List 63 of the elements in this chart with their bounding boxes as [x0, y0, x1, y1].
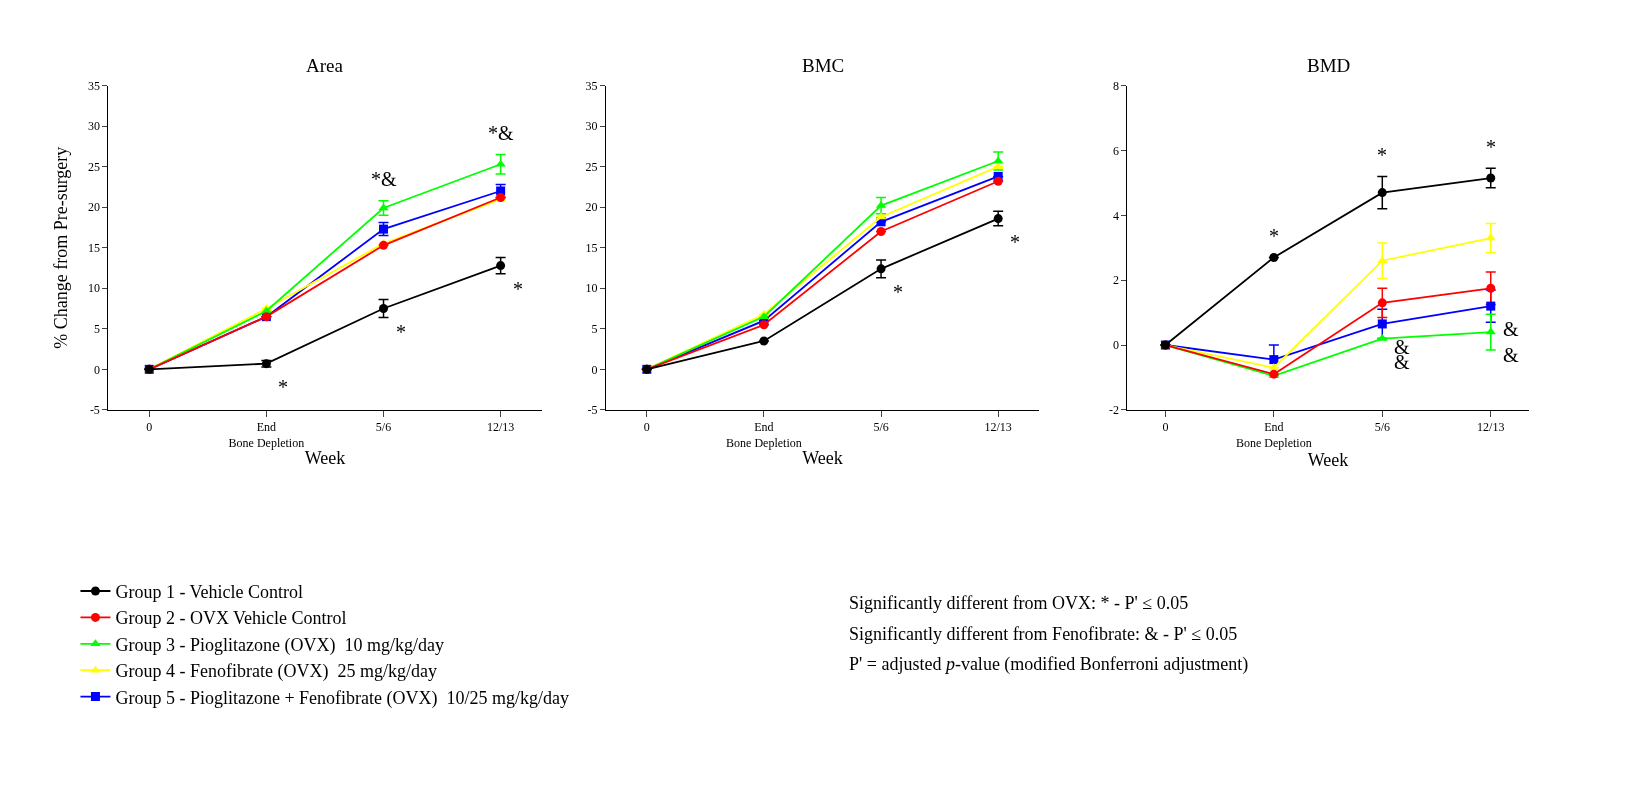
legend-label: Group 2 - OVX Vehicle Control: [115, 608, 347, 629]
y-tick-label: 35: [585, 78, 598, 93]
text: Significantly different from Fenofibrate: & - P' ≤ 0.05: [849, 624, 1238, 644]
x-tick-label: 12/13: [1477, 420, 1505, 435]
x-tick-label: 0: [643, 420, 650, 435]
x-axis-title: Week: [802, 447, 843, 468]
y-tick-label: 25: [87, 159, 100, 174]
y-tick-label: -2: [1109, 403, 1120, 418]
annotation: *: [396, 321, 406, 343]
y-tick-label: 20: [585, 200, 598, 215]
annotation: &: [1503, 318, 1519, 340]
y-tick-label: 2: [1113, 273, 1120, 288]
y-tick-label: 8: [1113, 78, 1120, 93]
x-axis-title: Week: [1307, 449, 1349, 470]
x-tick-label: 5/6: [1374, 420, 1390, 435]
annotation: *: [513, 278, 523, 300]
text: P' = adjusted p-value (modified Bonferroni adjustment): [849, 654, 1249, 675]
x-tick-label: 0: [146, 420, 153, 435]
annotation: *: [1269, 225, 1279, 247]
annotation: *&: [488, 122, 514, 144]
annotation: *: [278, 376, 288, 398]
chart-title: Area: [306, 55, 344, 76]
x-tick-label: 5/6: [375, 420, 392, 435]
legend-label: Group 4 - Fenofibrate (OVX) 25 mg/kg/day: [115, 661, 437, 683]
chart-title: BMD: [1307, 55, 1351, 76]
y-tick-label: 15: [87, 240, 100, 255]
x-tick-label: End Bone Depletion: [1236, 420, 1312, 450]
x-tick-label: 12/13: [486, 420, 515, 435]
x-tick-label: 0: [1162, 420, 1169, 435]
annotation: *: [893, 281, 903, 303]
annotation: *: [1486, 136, 1496, 158]
legend-label: Group 5 - Pioglitazone + Fenofibrate (OVX) 10/25 mg/kg/day: [115, 687, 570, 709]
y-tick-label: -5: [587, 403, 598, 418]
y-tick-label: 5: [591, 322, 598, 336]
y-tick-label: 30: [585, 119, 598, 134]
chart-title: BMC: [802, 55, 845, 76]
y-tick-label: 0: [93, 362, 100, 377]
annotation: &: [1503, 344, 1519, 366]
annotation: *&: [371, 168, 397, 190]
legend-label: Group 1 - Vehicle Control: [115, 582, 304, 603]
annotation: *: [1377, 144, 1387, 166]
y-tick-label: 30: [87, 119, 100, 134]
annotation: *: [1010, 231, 1020, 253]
y-tick-label: 35: [87, 78, 100, 93]
y-axis-title: % Change from Pre-surgery: [51, 146, 72, 349]
x-tick-label: End Bone Depletion: [726, 420, 802, 450]
legend-label: Group 3 - Pioglitazone (OVX) 10 mg/kg/day: [115, 634, 444, 656]
y-tick-label: 20: [87, 200, 100, 215]
y-tick-label: 10: [87, 281, 100, 296]
y-tick-label: 0: [1113, 338, 1120, 353]
y-tick-label: -5: [89, 403, 100, 418]
y-tick-label: 4: [1113, 208, 1120, 223]
x-tick-label: 12/13: [984, 420, 1012, 435]
y-tick-label: 10: [585, 281, 598, 296]
y-tick-label: 6: [1113, 143, 1120, 158]
y-tick-label: 0: [591, 362, 598, 377]
x-axis-title: Week: [304, 447, 346, 468]
x-tick-label: End Bone Depletion: [228, 420, 305, 450]
y-tick-label: 5: [93, 322, 100, 336]
text: Significantly different from OVX: * - P' ≤ 0.05: [849, 593, 1189, 613]
y-tick-label: 15: [585, 240, 598, 255]
y-tick-label: 25: [585, 159, 598, 174]
x-tick-label: 5/6: [873, 420, 889, 435]
